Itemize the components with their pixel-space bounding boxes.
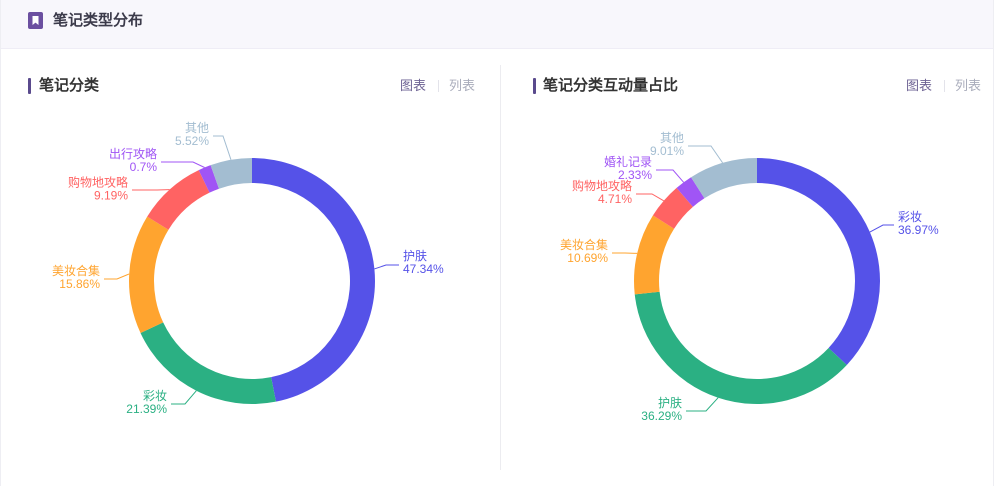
slice-name-label: 美妆合集: [560, 237, 608, 252]
leader-line: [213, 135, 232, 160]
slice-name-label: 护肤: [658, 395, 682, 410]
tab-list[interactable]: 列表: [448, 78, 475, 93]
tab-separator: [437, 80, 439, 92]
slice-percent-label: 2.33%: [618, 168, 652, 182]
slice-name-label: 出行攻略: [109, 146, 157, 161]
slice-name-label: 其他: [660, 131, 684, 145]
donut-slice[interactable]: [676, 177, 705, 207]
leader-line: [686, 397, 719, 412]
slice-percent-label: 5.52%: [175, 134, 209, 148]
leader-line: [636, 193, 664, 202]
slice-name-label: 美妆合集: [52, 263, 100, 278]
title-accent-bar: [28, 78, 31, 94]
slice-percent-label: 47.34%: [403, 262, 444, 276]
leader-line: [161, 161, 205, 168]
slice-percent-label: 4.71%: [598, 192, 632, 206]
slice-name-label: 购物地攻略: [572, 178, 632, 193]
donut-slice[interactable]: [129, 216, 169, 333]
panel-title: 笔记分类互动量占比: [543, 77, 679, 94]
panel-note-category: 护肤 47.34% 彩妆 21.39% 美妆合集 15.86% 购物地攻略 9.19% 出行攻略…: [1, 49, 500, 486]
panel-title: 笔记分类: [39, 77, 100, 94]
tab-list[interactable]: 列表: [954, 78, 981, 93]
leader-line: [104, 273, 130, 280]
donut-slice[interactable]: [140, 322, 276, 404]
slice-percent-label: 21.39%: [126, 402, 167, 416]
donut-slice[interactable]: [147, 170, 210, 230]
leader-line: [374, 264, 399, 270]
donut-slice[interactable]: [210, 158, 252, 189]
slice-percent-label: 10.69%: [567, 251, 608, 265]
slice-name-label: 婚礼记录: [604, 154, 652, 169]
slice-percent-label: 36.97%: [898, 223, 939, 237]
slice-percent-label: 9.01%: [650, 144, 684, 158]
slice-percent-label: 9.19%: [94, 189, 128, 203]
donut-slice[interactable]: [634, 215, 675, 295]
donut-slice[interactable]: [252, 158, 375, 402]
donut-slice[interactable]: [652, 187, 693, 229]
slice-name-label: 彩妆: [143, 389, 167, 403]
panel-interaction-share: 彩妆 36.97% 护肤 36.29% 美妆合集 10.69% 购物地攻略 4.71% 婚礼记录…: [501, 49, 994, 486]
slice-percent-label: 36.29%: [641, 409, 682, 423]
slice-name-label: 购物地攻略: [68, 175, 128, 190]
slice-percent-label: 15.86%: [59, 277, 100, 291]
leader-line: [688, 145, 724, 164]
slice-percent-label: 0.7%: [130, 160, 158, 174]
tab-separator: [943, 80, 945, 92]
view-tabs: 图表 列表: [400, 77, 475, 95]
donut-slice[interactable]: [757, 158, 880, 366]
slice-name-label: 其他: [185, 121, 209, 135]
donut-slice[interactable]: [634, 291, 847, 404]
donut-slice[interactable]: [691, 158, 757, 199]
panel-divider: [500, 65, 501, 470]
leader-line: [869, 224, 894, 233]
bookmark-icon: [28, 12, 43, 29]
leader-line: [656, 169, 684, 183]
tab-chart[interactable]: 图表: [399, 78, 426, 93]
donut-slice[interactable]: [198, 165, 219, 193]
leader-line: [171, 390, 197, 405]
card-title: 笔记类型分布: [53, 12, 144, 29]
title-accent-bar: [533, 78, 536, 94]
tab-chart[interactable]: 图表: [905, 78, 932, 93]
slice-name-label: 彩妆: [898, 210, 922, 224]
view-tabs: 图表 列表: [906, 77, 981, 95]
slice-name-label: 护肤: [403, 248, 427, 263]
card-header: 笔记类型分布: [1, 0, 993, 49]
